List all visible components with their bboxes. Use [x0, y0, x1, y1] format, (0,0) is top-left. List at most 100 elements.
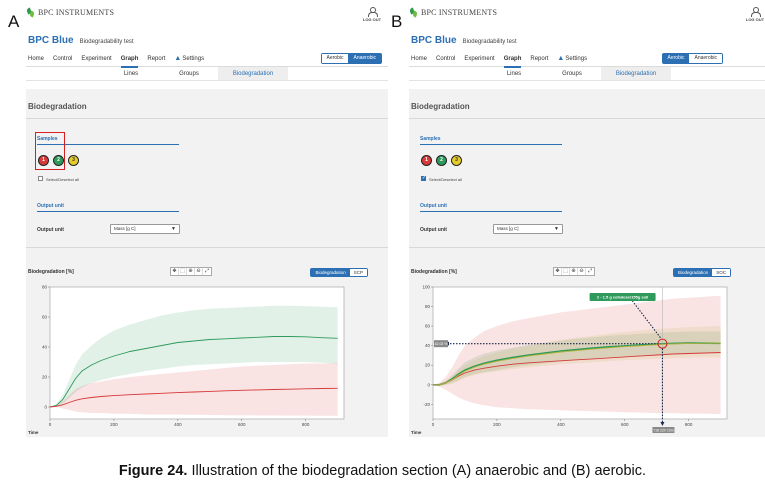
zoom-in-icon[interactable]: ⊕: [570, 268, 578, 275]
y-tick-label: 60: [425, 324, 431, 329]
reset-zoom-icon[interactable]: ⤢: [587, 268, 592, 274]
soc-view-button[interactable]: SOC: [712, 269, 730, 276]
section-title: Biodegradation: [28, 102, 87, 111]
x-readout-badge: [652, 427, 675, 433]
biodegradation-view-button[interactable]: Biodegradation: [673, 269, 713, 276]
x-tick-label: 400: [174, 422, 182, 427]
output-unit-label: Output unit: [37, 227, 64, 233]
bpc-logo-icon: [26, 8, 35, 17]
chart-divider: [26, 247, 388, 248]
nav-item-report[interactable]: Report: [530, 51, 548, 67]
crop-icon[interactable]: ⬚: [179, 268, 187, 275]
reset-zoom-icon[interactable]: ⤢: [204, 268, 209, 274]
x-tick-label: 0: [49, 422, 52, 427]
subtab-biodegradation[interactable]: Biodegradation: [218, 67, 288, 80]
nav-item-experiment[interactable]: Experiment: [81, 51, 111, 67]
y-axis-title: Biodegradation [%]: [411, 269, 457, 275]
samples-underline: [420, 144, 562, 145]
series-1-line: [49, 336, 338, 408]
chevron-down-icon: ▼: [554, 226, 559, 232]
sample-2-button[interactable]: 2: [53, 155, 64, 166]
nav-item-settings[interactable]: ▲ Settings: [174, 51, 204, 67]
aerobic-mode-button[interactable]: Aerobic: [321, 54, 349, 63]
subtab-lines[interactable]: Lines: [123, 71, 139, 77]
samples-title: Samples: [420, 136, 441, 142]
anaerobic-mode-button[interactable]: Anaerobic: [348, 54, 381, 63]
move-icon[interactable]: ✥: [554, 268, 562, 275]
graph-subtabs: Lines Groups Biodegradation: [409, 67, 765, 81]
settings-icon: ▲: [174, 55, 182, 62]
biodegradation-view-button[interactable]: Biodegradation: [311, 269, 350, 276]
nav-item-label: Control: [436, 56, 456, 62]
nav-item-control[interactable]: Control: [436, 51, 455, 67]
chart-view-toggle: Biodegradation SCP: [310, 268, 368, 277]
y-axis-title: Biodegradation [%]: [28, 269, 74, 275]
output-unit-title: Output unit: [37, 203, 64, 209]
bpc-logo-icon: [409, 8, 418, 17]
move-icon[interactable]: ✥: [171, 268, 179, 275]
logout-button[interactable]: LOG OUT: [743, 7, 765, 22]
zoom-out-icon[interactable]: ⊖: [578, 268, 586, 275]
subtab-lines[interactable]: Lines: [506, 71, 522, 77]
select-all-label: Select/Deselect all: [429, 177, 462, 182]
series-2-line: [49, 387, 338, 408]
chevron-down-icon: ▼: [171, 226, 176, 232]
sample-3-button[interactable]: 3: [451, 155, 462, 166]
nav-item-control[interactable]: Control: [53, 51, 72, 67]
select-all-checkbox[interactable]: [421, 175, 426, 181]
nav-item-label: Settings: [182, 56, 205, 62]
nav-item-label: Graph: [503, 56, 522, 62]
panel-letter: B: [391, 12, 403, 31]
nav-item-graph[interactable]: Graph: [503, 51, 522, 68]
x-axis-title: Time: [28, 430, 39, 435]
output-unit-value: Mass [g C]: [114, 226, 136, 231]
main-nav: Home Control Experiment Graph Report ▲ Setting…: [26, 51, 388, 68]
series-1-band: [50, 305, 338, 407]
y-tick-label: 80: [42, 285, 48, 290]
subtab-groups[interactable]: Groups: [562, 71, 582, 77]
graph-subtabs: Lines Groups Biodegradation: [26, 67, 388, 81]
zoom-out-icon[interactable]: ⊖: [195, 268, 203, 275]
series-2-line: [433, 352, 721, 386]
zoom-in-icon[interactable]: ⊕: [187, 268, 195, 275]
panel-b: BPC INSTRUMENTS LOG OUT BPC Blue Biodegrada…: [409, 5, 765, 437]
nav-row: Home Control Experiment Graph Report ▲ Setting…: [26, 51, 388, 68]
brand-name: BPC INSTRUMENTS: [421, 8, 498, 17]
settings-icon: ▲: [557, 55, 565, 62]
app-title: BPC Blue: [28, 35, 74, 46]
x-tick-label: 200: [493, 422, 501, 427]
subtab-biodegradation[interactable]: Biodegradation: [601, 67, 671, 80]
sample-1-button[interactable]: 1: [421, 155, 432, 166]
chart-toolbar: ✥ ⬚ ⊕ ⊖ ⤢: [170, 267, 212, 276]
nav-item-home[interactable]: Home: [28, 51, 44, 67]
caption-label: Figure 24.: [118, 463, 188, 479]
subtab-groups[interactable]: Groups: [179, 71, 199, 77]
chart-toolbar: ✥ ⬚ ⊕ ⊖ ⤢: [553, 267, 595, 276]
sample-1-button[interactable]: 1: [38, 155, 49, 166]
output-unit-select[interactable]: Mass [g C] ▼: [493, 224, 563, 234]
section-divider: [26, 118, 388, 119]
nav-item-experiment[interactable]: Experiment: [464, 51, 494, 67]
scp-view-button[interactable]: SCP: [349, 269, 367, 276]
nav-item-graph[interactable]: Graph: [120, 51, 138, 68]
output-unit-select[interactable]: Mass [g C] ▼: [110, 224, 180, 234]
anaerobic-mode-button[interactable]: Anaerobic: [689, 54, 722, 63]
crop-icon[interactable]: ⬚: [562, 268, 570, 275]
samples-underline: [37, 144, 179, 145]
panel-letter: A: [8, 12, 20, 31]
series-3-line: [433, 342, 721, 386]
sample-3-button[interactable]: 3: [68, 155, 79, 166]
arrow-down-icon: [660, 422, 665, 426]
logout-button[interactable]: LOG OUT: [360, 7, 384, 22]
aerobic-mode-button[interactable]: Aerobic: [662, 54, 690, 63]
y-tick-label: 0: [427, 382, 430, 387]
select-all-checkbox[interactable]: [38, 176, 43, 181]
nav-item-home[interactable]: Home: [411, 51, 427, 67]
user-icon: [751, 7, 761, 17]
nav-item-report[interactable]: Report: [147, 51, 165, 67]
series-2-band: [50, 362, 338, 416]
y-tick-label: 100: [422, 285, 430, 290]
sample-2-button[interactable]: 2: [436, 155, 447, 166]
nav-item-settings[interactable]: ▲ Settings: [557, 51, 587, 67]
